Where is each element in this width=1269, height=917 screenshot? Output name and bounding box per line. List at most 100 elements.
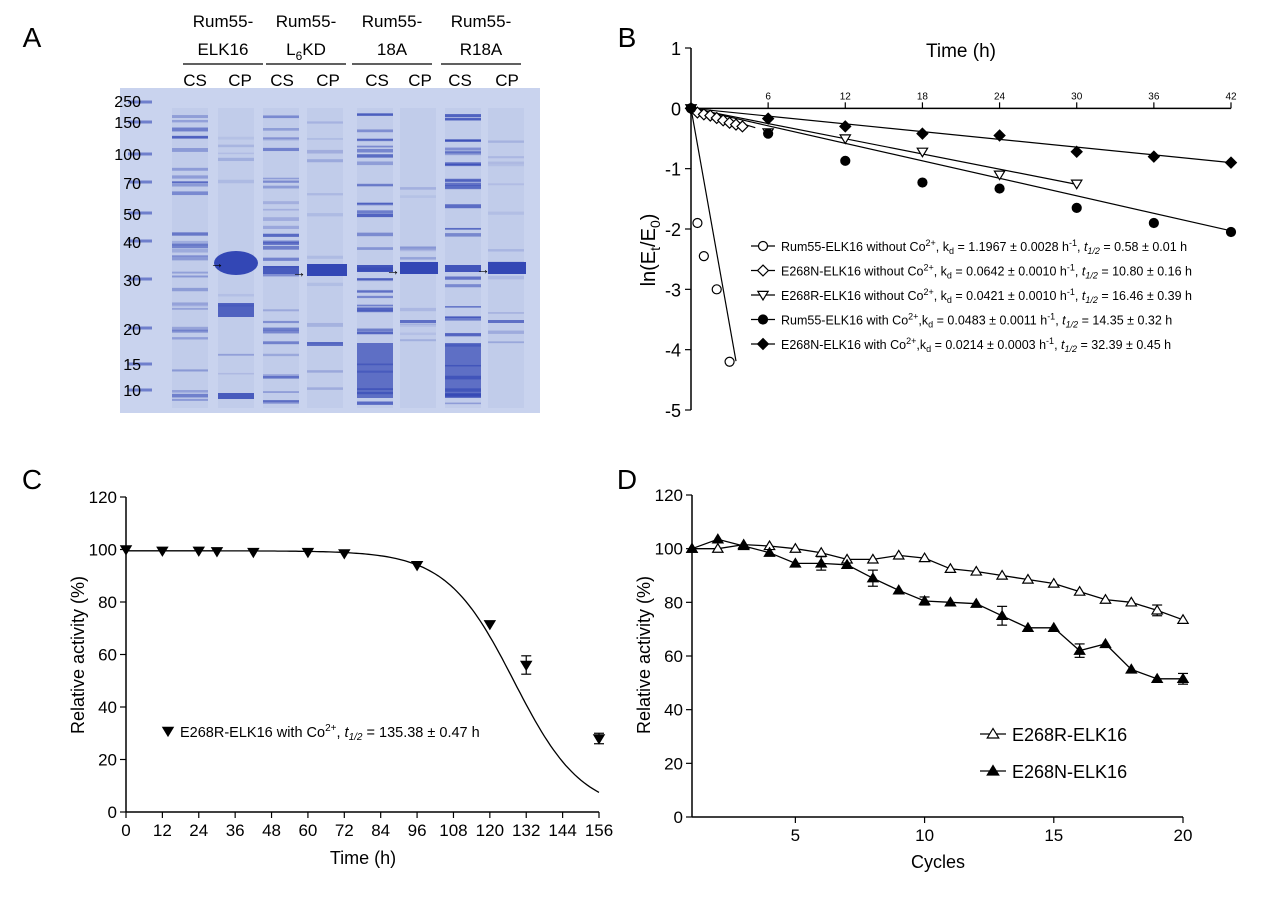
gel-band [307,255,343,259]
gel-band [357,138,393,141]
gel-band [263,327,299,332]
gel-band [488,249,524,252]
gel-band [172,326,208,331]
gel-band [172,369,208,372]
target-arrow-icon: → [386,262,400,278]
lane-label: CP [408,71,432,90]
x-tick-label: 108 [439,821,467,840]
gel-band [445,147,481,151]
data-point [918,551,931,563]
gel-band [357,310,393,313]
gel-band [172,127,208,132]
data-point [483,620,497,631]
gel-band [445,284,481,288]
gel-band [218,353,254,356]
gel-band [172,115,208,118]
gel-band [172,232,208,236]
data-point [192,546,206,557]
data-point [1150,672,1164,684]
gel-band [263,320,299,324]
gel-band [400,339,436,342]
gel-band [445,306,481,308]
gel-band [218,152,254,155]
data-point [892,549,905,560]
data-point [1071,202,1082,213]
marker-size-label: 50 [123,207,141,224]
gel-band [307,121,343,124]
gel-band [357,291,393,293]
gel-band [488,330,524,334]
legend-marker [161,726,175,738]
gel-band [263,391,299,393]
gel-band [307,213,343,217]
y-tick-label: -5 [665,401,681,421]
marker-band [128,120,152,124]
y-tick-label: 0 [674,808,683,827]
gel-band [307,387,343,390]
gel-band [172,243,208,246]
gel-band [172,136,208,139]
x-tick-label: 156 [585,821,613,840]
gel-band [357,295,393,299]
y-tick-label: 100 [89,541,117,560]
lane-group-label: R18A [460,40,503,59]
marker-size-label: 30 [123,273,141,290]
gel-band [445,317,481,321]
x-tick-label: 6 [765,91,771,102]
gel-band [172,255,208,258]
data-point [970,597,983,608]
x-axis-label: Time (h) [330,848,396,868]
x-tick-label: 10 [915,826,934,845]
target-arrow-icon: → [210,255,224,271]
gel-band [488,140,524,143]
gel-band [445,139,481,142]
x-tick-label: 24 [189,821,208,840]
data-point [1047,577,1061,588]
legend-marker [756,290,770,302]
data-point [1070,145,1083,159]
gel-band [172,393,208,398]
marker-band [128,180,152,184]
series-line [692,543,1184,621]
gel-band [263,233,299,237]
data-point [994,183,1005,194]
lane-group-label: Rum55- [451,12,511,31]
data-point [1021,573,1035,584]
data-point [1099,637,1112,649]
data-point [993,129,1006,142]
data-point [789,542,802,553]
gel-band [172,181,208,184]
lane-group-label: Rum55- [193,12,253,31]
data-point [866,553,880,564]
gel-band [263,375,299,379]
gel-band [263,128,299,131]
marker-band [128,277,152,281]
gel-band [263,177,299,180]
y-tick-label: 20 [98,751,117,770]
gel-band [400,257,436,260]
marker-band [128,388,152,392]
legend-entry: E268R-ELK16 with Co2+, t1/2 = 135.38 ± 0… [180,723,480,743]
x-tick-label: 48 [262,821,281,840]
data-point [724,356,735,367]
gel-band [263,374,299,377]
panel-c-plot: 0 20 40 60 80 100 120 0 12 24 36 48 60 72 84 96 108 120 13… [68,488,613,868]
marker-band [128,326,152,330]
lane-label: CS [270,71,294,90]
x-tick-label: 144 [548,821,576,840]
x-tick-label: 132 [512,821,540,840]
gel-band [172,240,208,245]
data-point [247,547,260,559]
gel-band [445,163,481,167]
data-point [761,112,775,125]
gel-band [263,217,299,221]
data-point [916,147,929,158]
gel-band [263,137,299,140]
gel-band [445,114,481,118]
data-point [995,569,1009,580]
y-tick-label: 40 [664,701,683,720]
gel-band [357,304,393,307]
gel-band [172,245,208,249]
data-point [1047,621,1061,633]
y-tick-label: 80 [664,593,683,612]
